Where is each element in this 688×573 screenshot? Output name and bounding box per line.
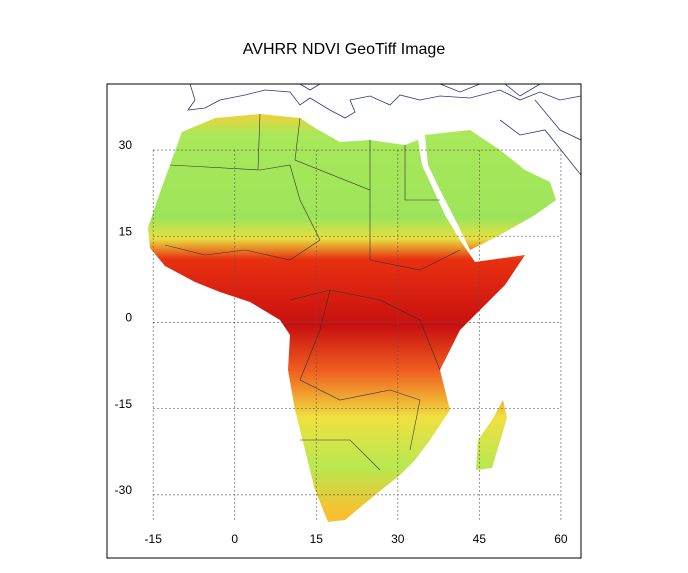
europe-coast bbox=[187, 84, 581, 176]
africa bbox=[148, 114, 525, 522]
country-borders bbox=[164, 113, 461, 471]
y-tick-label: 30 bbox=[119, 138, 133, 152]
x-tick-label: -15 bbox=[145, 532, 163, 546]
y-tick-label: 0 bbox=[125, 311, 132, 325]
map-area bbox=[148, 84, 581, 522]
x-tick-label: 30 bbox=[391, 532, 405, 546]
arabia bbox=[425, 130, 556, 250]
y-tick-label: -30 bbox=[115, 483, 133, 497]
x-tick-label: 15 bbox=[310, 532, 324, 546]
y-tick-label: -15 bbox=[115, 397, 133, 411]
x-tick-label: 0 bbox=[231, 532, 238, 546]
x-tick-label: 60 bbox=[554, 532, 568, 546]
madagascar bbox=[476, 400, 507, 470]
map-frame bbox=[106, 83, 582, 559]
map-title: AVHRR NDVI GeoTiff Image bbox=[243, 41, 446, 58]
x-tick-label: 45 bbox=[473, 532, 487, 546]
y-tick-label: 15 bbox=[119, 224, 133, 238]
